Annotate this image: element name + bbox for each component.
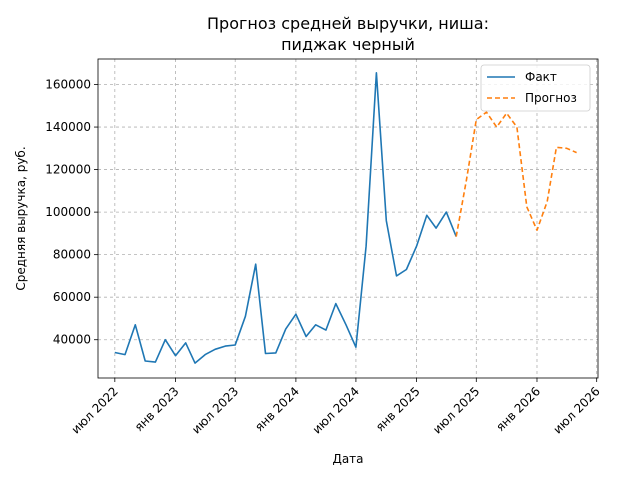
plot-frame xyxy=(97,58,599,379)
y-tick-label: 40000 xyxy=(53,333,91,347)
legend: Факт Прогноз xyxy=(480,64,591,112)
y-tick-label: 140000 xyxy=(45,120,91,134)
y-tick-label: 160000 xyxy=(45,78,91,92)
legend-label-fact: Факт xyxy=(525,70,557,84)
x-axis-label: Дата xyxy=(332,452,363,466)
y-axis: 40000 60000 80000 100000 120000 140000 160000 xyxy=(45,78,98,347)
y-tick-label: 80000 xyxy=(53,248,91,262)
chart-title-line-1: Прогноз средней выручки, ниша: xyxy=(207,14,489,33)
chart-title-line-2: пиджак черный xyxy=(281,35,415,54)
series-line-fact xyxy=(114,72,457,364)
y-tick-label: 120000 xyxy=(45,163,91,177)
legend-label-forecast: Прогноз xyxy=(525,91,577,105)
y-tick-label: 60000 xyxy=(53,290,91,304)
series-group xyxy=(114,72,577,364)
y-tick-label: 100000 xyxy=(45,205,91,219)
y-axis-label: Средняя выручка, руб. xyxy=(14,146,28,290)
